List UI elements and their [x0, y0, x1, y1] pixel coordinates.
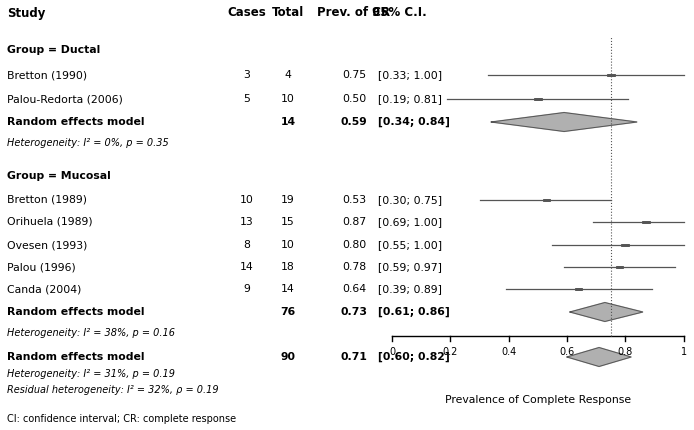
Text: Canda (2004): Canda (2004) [7, 284, 81, 294]
Text: Random effects model: Random effects model [7, 117, 144, 127]
Text: 0.6: 0.6 [559, 347, 575, 357]
Text: 0.59: 0.59 [341, 117, 367, 127]
Bar [534, 98, 541, 101]
Text: 0.87: 0.87 [342, 217, 366, 227]
Text: 14: 14 [239, 262, 253, 272]
Text: 5: 5 [243, 94, 250, 104]
Text: 0: 0 [389, 347, 395, 357]
Text: 0.4: 0.4 [501, 347, 516, 357]
Text: 13: 13 [239, 217, 253, 227]
Text: Prev. of CR: Prev. of CR [317, 6, 391, 19]
Text: Palou (1996): Palou (1996) [7, 262, 76, 272]
Polygon shape [567, 347, 631, 366]
Text: Random effects model: Random effects model [7, 352, 144, 362]
Text: [0.19; 0.81]: [0.19; 0.81] [378, 94, 442, 104]
Text: 14: 14 [281, 284, 295, 294]
Text: [0.59; 0.97]: [0.59; 0.97] [378, 262, 442, 272]
Text: 14: 14 [280, 117, 296, 127]
Text: 8: 8 [243, 240, 250, 250]
Text: [0.69; 1.00]: [0.69; 1.00] [378, 217, 442, 227]
Text: 0.53: 0.53 [342, 195, 366, 205]
Text: 0.80: 0.80 [342, 240, 366, 250]
Text: 0.78: 0.78 [342, 262, 366, 272]
Text: 15: 15 [281, 217, 295, 227]
Text: 10: 10 [239, 195, 253, 205]
Text: [0.61; 0.86]: [0.61; 0.86] [378, 307, 450, 317]
Text: 0.75: 0.75 [342, 70, 366, 80]
Bar [575, 288, 582, 291]
Text: Palou-Redorta (2006): Palou-Redorta (2006) [7, 94, 123, 104]
Text: [0.30; 0.75]: [0.30; 0.75] [378, 195, 442, 205]
Text: Cases: Cases [227, 6, 266, 19]
Text: 0.73: 0.73 [341, 307, 367, 317]
Text: Study: Study [7, 6, 45, 19]
Text: Prevalence of Complete Response: Prevalence of Complete Response [445, 395, 631, 405]
Text: Heterogeneity: I² = 0%, p = 0.35: Heterogeneity: I² = 0%, p = 0.35 [7, 138, 169, 148]
Text: Orihuela (1989): Orihuela (1989) [7, 217, 92, 227]
Text: Group = Mucosal: Group = Mucosal [7, 171, 110, 181]
Text: 95% C.I.: 95% C.I. [372, 6, 426, 19]
Bar [616, 266, 623, 268]
Bar [543, 199, 550, 202]
Text: 4: 4 [285, 70, 291, 80]
Text: 10: 10 [281, 94, 295, 104]
Text: 3: 3 [243, 70, 250, 80]
Polygon shape [570, 303, 643, 322]
Text: Random effects model: Random effects model [7, 307, 144, 317]
Text: Residual heterogeneity: I² = 32%, ρ = 0.19: Residual heterogeneity: I² = 32%, ρ = 0.… [7, 385, 219, 395]
Text: 0.71: 0.71 [341, 352, 367, 362]
Text: 1: 1 [681, 347, 686, 357]
Text: Heterogeneity: I² = 31%, p = 0.19: Heterogeneity: I² = 31%, p = 0.19 [7, 369, 175, 379]
Text: Ovesen (1993): Ovesen (1993) [7, 240, 87, 250]
Polygon shape [491, 113, 637, 132]
Bar [622, 243, 629, 246]
Text: 19: 19 [281, 195, 295, 205]
Text: 9: 9 [243, 284, 250, 294]
Text: [0.60; 0.82]: [0.60; 0.82] [378, 352, 450, 362]
Text: 0.2: 0.2 [443, 347, 458, 357]
Text: Total: Total [272, 6, 304, 19]
Bar [642, 221, 650, 224]
Text: 0.50: 0.50 [342, 94, 366, 104]
Text: Group = Ductal: Group = Ductal [7, 45, 100, 55]
Text: 0.64: 0.64 [342, 284, 366, 294]
Text: [0.39; 0.89]: [0.39; 0.89] [378, 284, 442, 294]
Text: Bretton (1989): Bretton (1989) [7, 195, 87, 205]
Bar [607, 74, 615, 77]
Text: 10: 10 [281, 240, 295, 250]
Text: [0.33; 1.00]: [0.33; 1.00] [378, 70, 442, 80]
Text: Heterogeneity: I² = 38%, p = 0.16: Heterogeneity: I² = 38%, p = 0.16 [7, 328, 175, 338]
Text: 18: 18 [281, 262, 295, 272]
Text: Bretton (1990): Bretton (1990) [7, 70, 87, 80]
Text: [0.34; 0.84]: [0.34; 0.84] [378, 117, 450, 127]
Text: [0.55; 1.00]: [0.55; 1.00] [378, 240, 442, 250]
Text: 0.8: 0.8 [618, 347, 633, 357]
Text: 76: 76 [280, 307, 296, 317]
Text: 90: 90 [280, 352, 296, 362]
Text: CI: confidence interval; CR: complete response: CI: confidence interval; CR: complete re… [7, 414, 236, 424]
